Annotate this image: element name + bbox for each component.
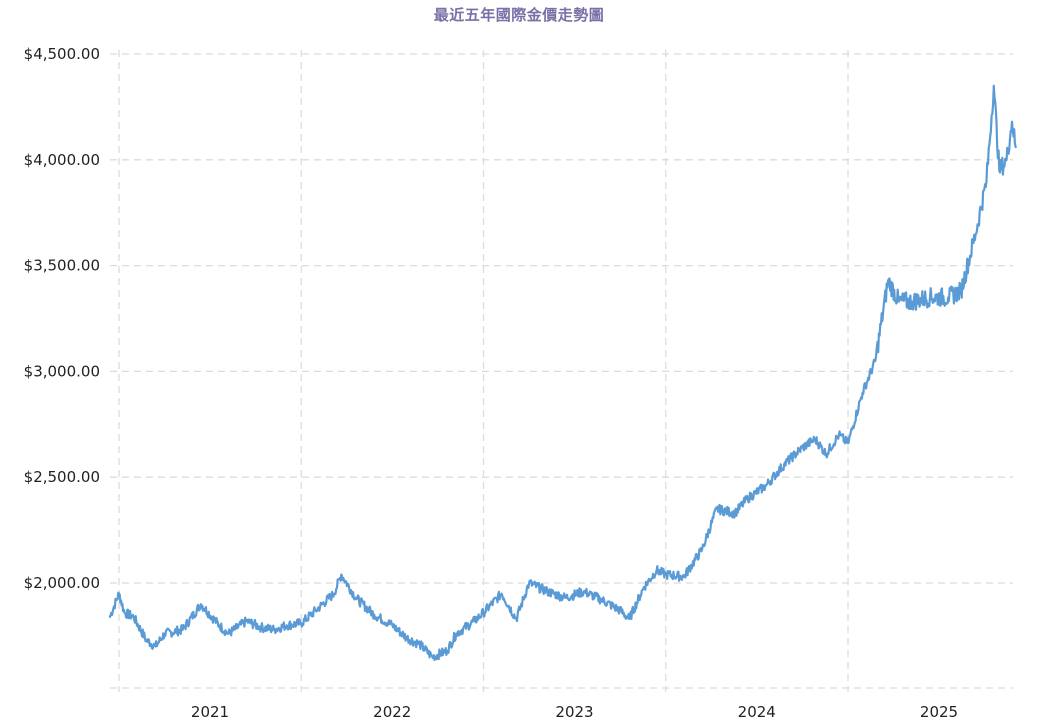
horizontal-gridlines (110, 53, 1013, 689)
price-line (108, 84, 1017, 662)
y-tick-label: $3,000.00 (24, 362, 100, 380)
x-tick-label: 2024 (738, 703, 776, 721)
y-axis-labels: $4,500.00 $4,000.00 $3,500.00 $3,000.00 $2,5… (24, 45, 100, 592)
y-tick-label: $4,500.00 (24, 45, 100, 63)
x-tick-label: 2025 (920, 703, 958, 721)
y-tick-label: $2,500.00 (24, 468, 100, 486)
y-tick-label: $2,000.00 (24, 574, 100, 592)
y-tick-label: $3,500.00 (24, 257, 100, 275)
x-tick-label: 2021 (191, 703, 229, 721)
x-tick-label: 2023 (555, 703, 593, 721)
y-tick-label: $4,000.00 (24, 151, 100, 169)
x-axis-labels: 2021 2022 2023 2024 2025 (191, 703, 958, 721)
x-tick-label: 2022 (373, 703, 411, 721)
chart-title: 最近五年國際金價走勢圖 (433, 6, 605, 24)
